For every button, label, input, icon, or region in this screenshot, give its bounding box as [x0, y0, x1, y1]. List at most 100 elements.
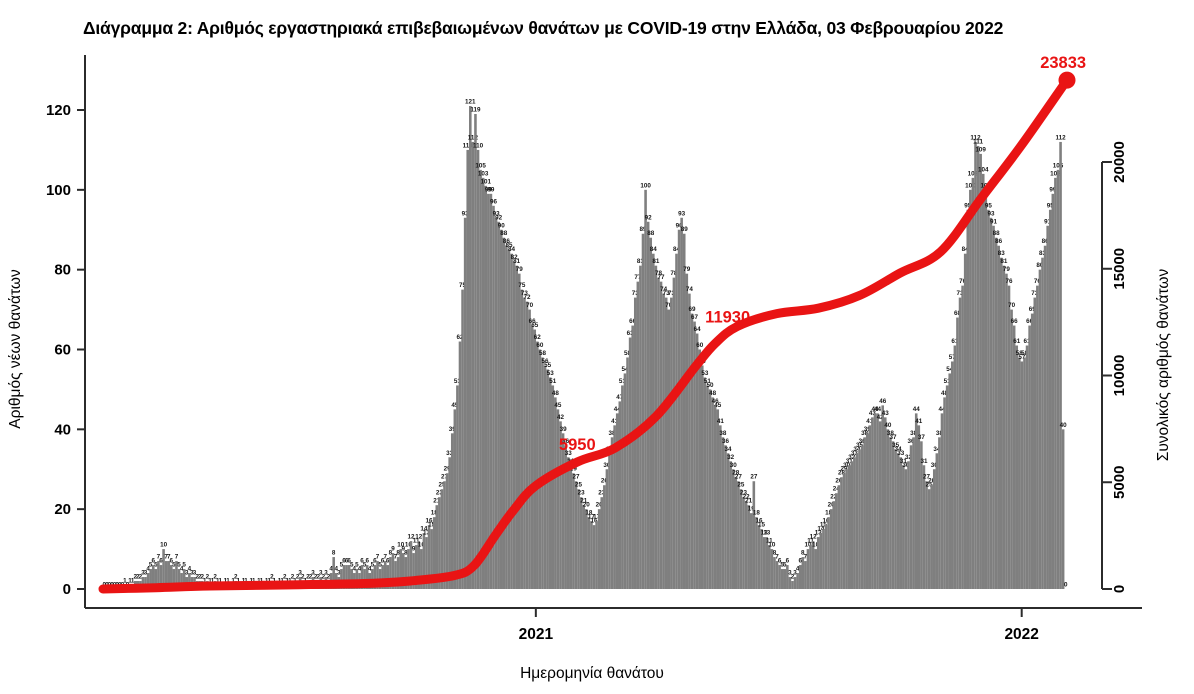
- bar-value-label: 9: [391, 546, 395, 553]
- bar-value-label: 15: [758, 522, 766, 529]
- bar: [762, 537, 766, 589]
- bar-value-label: 80: [1036, 262, 1044, 269]
- bar: [902, 465, 905, 589]
- bar-value-label: 100: [965, 182, 976, 189]
- bar-value-label: 70: [1008, 302, 1016, 309]
- bar: [1010, 309, 1013, 589]
- bar: [443, 481, 446, 589]
- right-tick-label: 5000: [1111, 466, 1128, 499]
- bar: [389, 557, 392, 589]
- bar-value-label: 5: [154, 562, 158, 569]
- bar: [860, 445, 864, 589]
- bar-value-label: 58: [1021, 350, 1029, 357]
- bar-value-label: 36: [859, 438, 867, 445]
- bar: [381, 565, 384, 589]
- bar: [786, 565, 789, 589]
- bar-value-label: 1: [226, 578, 230, 585]
- bar-value-label: 90: [498, 222, 506, 229]
- bar: [863, 437, 866, 589]
- bar: [747, 505, 750, 589]
- bar: [159, 565, 163, 589]
- bar: [853, 457, 856, 589]
- bar-value-label: 2: [791, 574, 795, 581]
- bar-value-label: 7: [164, 554, 168, 561]
- bar: [827, 517, 830, 589]
- bar-value-label: 53: [547, 370, 555, 377]
- bar-value-label: 61: [1013, 338, 1021, 345]
- bar-value-label: 8: [389, 550, 393, 557]
- bar: [579, 497, 583, 589]
- bar-value-label: 112: [970, 134, 981, 141]
- bar-value-label: 69: [688, 306, 696, 313]
- bar-value-label: 1: [242, 578, 246, 585]
- bar-value-label: 30: [603, 462, 611, 469]
- bar-value-label: 109: [975, 146, 986, 153]
- bar: [492, 205, 495, 590]
- bar-value-label: 73: [521, 290, 529, 297]
- bar-value-label: 12: [415, 534, 423, 541]
- bar: [610, 437, 614, 589]
- bar-value-label: 6: [798, 558, 802, 565]
- bar-value-label: 34: [725, 446, 733, 453]
- bar: [858, 449, 861, 589]
- left-tick-label: 0: [63, 581, 71, 598]
- bar-value-label: 6: [360, 558, 364, 565]
- bar-value-label: 103: [968, 170, 979, 177]
- bar: [615, 413, 619, 589]
- bar-value-label: 61: [951, 338, 959, 345]
- bar-value-label: 44: [614, 406, 622, 413]
- bar: [481, 177, 485, 589]
- bar: [515, 265, 518, 589]
- bar: [1012, 325, 1016, 589]
- bar-value-label: 83: [998, 250, 1006, 257]
- left-tick-label: 40: [54, 421, 71, 438]
- bar-value-label: 51: [549, 378, 557, 385]
- bar: [896, 453, 900, 589]
- bar: [505, 245, 508, 589]
- bar: [585, 509, 588, 589]
- bar-value-label: 18: [753, 510, 761, 517]
- bar-value-label: 68: [954, 310, 962, 317]
- bar: [1059, 141, 1062, 589]
- cumulative-annotation: 11930: [705, 308, 750, 326]
- bar: [835, 493, 838, 589]
- bar: [466, 149, 470, 589]
- bar: [804, 561, 807, 589]
- bar-value-label: 2: [322, 574, 326, 581]
- bar-value-label: 16: [426, 518, 434, 525]
- bar: [894, 449, 897, 589]
- bar: [791, 581, 794, 589]
- bar: [603, 485, 606, 589]
- bar-value-label: 89: [639, 226, 647, 233]
- bar: [1043, 245, 1047, 589]
- bar-value-label: 73: [663, 290, 671, 297]
- bar: [1048, 209, 1052, 589]
- bar-value-label: 15: [820, 522, 828, 529]
- bar-value-label: 78: [670, 270, 678, 277]
- bar-value-label: 34: [895, 446, 903, 453]
- bar: [814, 549, 817, 589]
- bar-value-label: 81: [1000, 258, 1008, 265]
- bar: [396, 557, 400, 589]
- bar-value-label: 48: [552, 390, 560, 397]
- bar: [657, 277, 660, 589]
- bar-value-label: 86: [1042, 238, 1050, 245]
- bar: [440, 489, 444, 589]
- bar-value-label: 89: [681, 226, 689, 233]
- bar-value-label: 6: [345, 558, 349, 565]
- bar: [376, 561, 379, 589]
- bar-value-label: 1: [128, 578, 132, 585]
- bar: [765, 537, 769, 589]
- cumulative-annotation: 23833: [1040, 54, 1086, 72]
- bar: [157, 561, 160, 589]
- bar: [536, 341, 539, 589]
- bar-value-label: 34: [853, 446, 861, 453]
- bar-value-label: 2: [309, 574, 313, 581]
- bar: [706, 385, 709, 589]
- bar: [979, 153, 982, 590]
- bar: [561, 433, 565, 589]
- bar-value-label: 24: [833, 486, 841, 493]
- bar: [577, 489, 580, 589]
- bar-value-label: 96: [490, 198, 498, 205]
- bar: [806, 549, 810, 589]
